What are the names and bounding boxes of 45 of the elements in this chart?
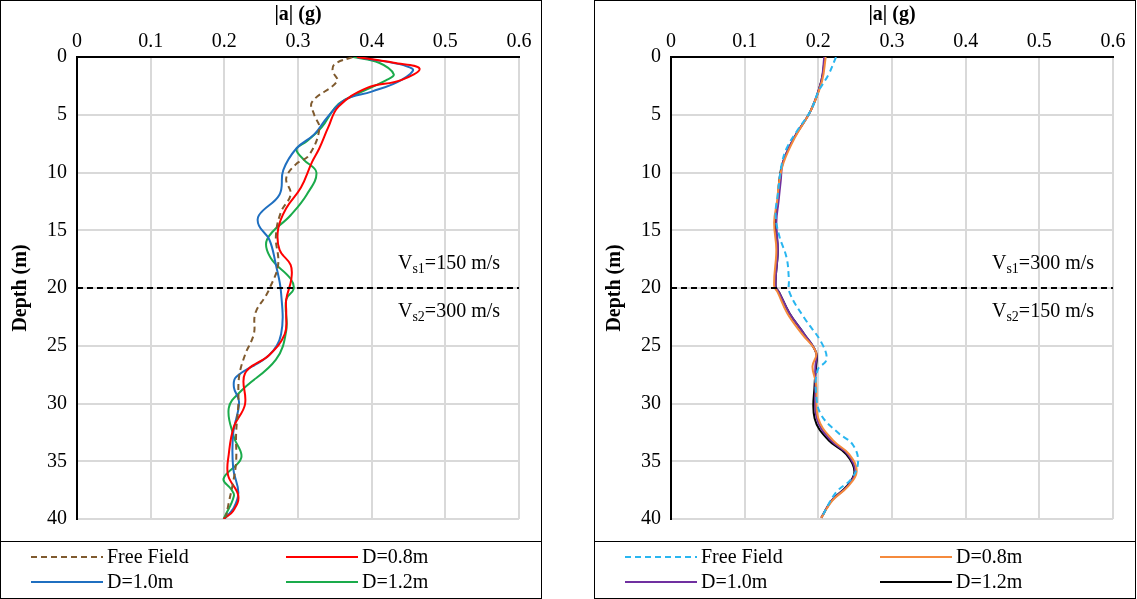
x-tick-label: 0.4 bbox=[359, 29, 385, 52]
x-tick-label: 0.2 bbox=[211, 29, 237, 52]
line-series bbox=[224, 57, 354, 519]
y-tick-label: 30 bbox=[641, 390, 661, 413]
legend-label: D=1.0m bbox=[701, 569, 768, 594]
x-axis-title: |a| (g) bbox=[274, 2, 322, 26]
y-tick-label: 20 bbox=[47, 275, 67, 298]
x-tick-label: 0.4 bbox=[953, 29, 979, 52]
x-tick-label: 0 bbox=[666, 29, 676, 52]
x-tick-label: 0.5 bbox=[1026, 29, 1052, 52]
x-tick-label: 0.1 bbox=[732, 29, 758, 52]
legend-label: Free Field bbox=[701, 544, 783, 569]
y-tick-label: 10 bbox=[641, 159, 661, 182]
y-tick-label: 40 bbox=[47, 506, 67, 529]
y-tick-label: 30 bbox=[47, 390, 67, 413]
y-tick-label: 35 bbox=[641, 448, 661, 471]
x-tick-label: 0.3 bbox=[285, 29, 311, 52]
x-axis-title: |a| (g) bbox=[868, 2, 916, 26]
y-tick-label: 25 bbox=[641, 333, 661, 355]
y-tick-label: 40 bbox=[641, 506, 661, 529]
y-tick-label: 15 bbox=[641, 217, 661, 240]
legend-label: Free Field bbox=[107, 544, 189, 569]
x-tick-label: 0.2 bbox=[805, 29, 831, 52]
legend-label: D=0.8m bbox=[362, 544, 429, 569]
x-tick-label: 0.6 bbox=[1100, 29, 1126, 52]
y-tick-label: 0 bbox=[57, 44, 67, 67]
y-tick-label: 15 bbox=[47, 217, 67, 240]
legend-label: D=1.0m bbox=[107, 569, 174, 594]
x-tick-label: 0 bbox=[72, 29, 82, 52]
y-tick-label: 5 bbox=[651, 102, 661, 124]
y-axis-title: Depth (m) bbox=[602, 244, 626, 332]
y-tick-label: 20 bbox=[641, 275, 661, 298]
x-tick-label: 0.6 bbox=[506, 29, 532, 52]
y-tick-label: 0 bbox=[651, 44, 661, 67]
legend-label: D=0.8m bbox=[956, 544, 1023, 569]
legend-label: D=1.2m bbox=[956, 569, 1023, 594]
x-tick-label: 0.5 bbox=[432, 29, 458, 52]
x-tick-label: 0.1 bbox=[138, 29, 164, 52]
legend-label: D=1.2m bbox=[362, 569, 429, 594]
y-tick-label: 35 bbox=[47, 448, 67, 471]
x-tick-label: 0.3 bbox=[879, 29, 905, 52]
y-tick-label: 5 bbox=[57, 102, 67, 124]
y-axis-title: Depth (m) bbox=[8, 244, 32, 332]
y-tick-label: 10 bbox=[47, 159, 67, 182]
y-tick-label: 25 bbox=[47, 333, 67, 355]
